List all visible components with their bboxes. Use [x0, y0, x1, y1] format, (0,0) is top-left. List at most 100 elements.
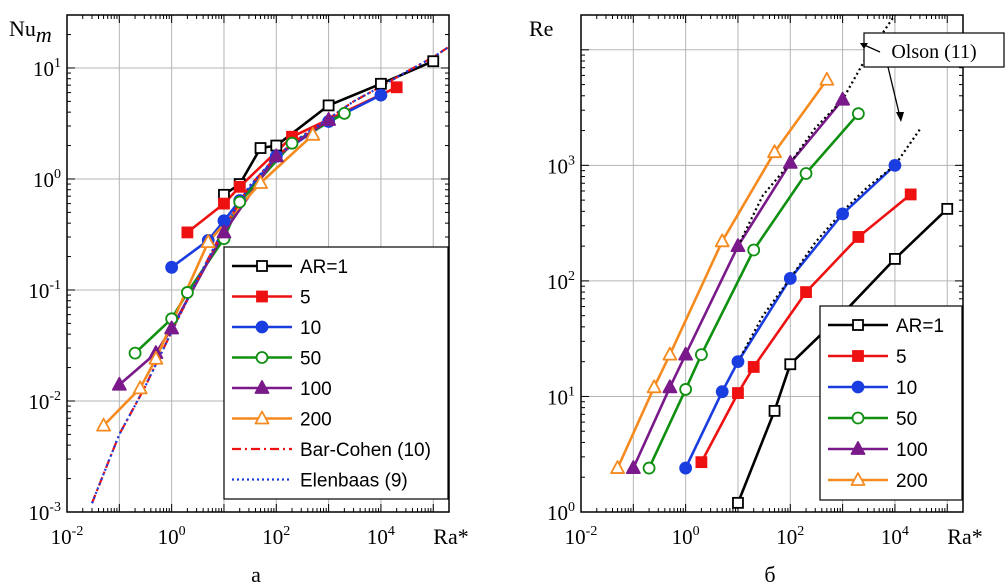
x-tick-label-base: 10: [672, 525, 693, 549]
data-point-s5-5: [819, 71, 835, 86]
legend-item: 200: [828, 471, 928, 492]
series-line-3: [647, 112, 860, 469]
data-point-s5-3: [714, 233, 730, 248]
legend-item: 50: [828, 409, 917, 430]
y-tick-label: 10-3: [28, 500, 61, 525]
annotation-box: [863, 32, 1005, 68]
data-point-s0-4: [322, 99, 335, 112]
series-line-6: [737, 128, 921, 363]
legend-label: 5: [896, 347, 907, 368]
annotation-arrow: [887, 66, 901, 118]
y-axis-label-base: Nu: [9, 16, 36, 41]
data-point-s4-5: [835, 91, 851, 106]
legend-label: AR=1: [300, 257, 348, 278]
y-tick-label: 103: [547, 153, 575, 178]
legend: AR=1 5 10 50 100 200: [819, 305, 963, 501]
y-tick-label: 10-2: [28, 389, 61, 414]
data-point-s3-0: [128, 346, 142, 360]
x-tick-label: 104: [881, 524, 909, 549]
series-line-4: [632, 98, 844, 469]
x-tick-label-base: 10: [158, 525, 179, 549]
data-point-s5-4: [767, 144, 782, 159]
legend-marker: [256, 260, 268, 272]
data-point-s5-2: [148, 350, 164, 365]
data-point-s3-5: [285, 136, 299, 150]
x-tick-label-exp: 0: [179, 524, 186, 539]
y-tick-label-exp: 1: [54, 56, 61, 71]
legend-marker: [254, 410, 270, 425]
panel-label: б: [764, 562, 775, 586]
legend-marker: [852, 319, 864, 331]
plot-area: [610, 15, 954, 509]
data-point-s4-3: [730, 238, 746, 253]
y-tick-label-base: 10: [28, 390, 49, 414]
data-point-s1-3: [800, 286, 812, 298]
y-tick-label-exp: -1: [49, 278, 61, 293]
data-point-s4-0: [625, 460, 641, 474]
legend-box: [223, 246, 449, 500]
data-point-s3-2: [180, 286, 194, 299]
data-point-s2-2: [731, 355, 745, 369]
legend-label: 200: [300, 410, 332, 431]
data-point-s2-5: [888, 158, 902, 172]
legend-marker: [255, 320, 269, 334]
data-point-s0-2: [254, 142, 267, 154]
legend-marker: [850, 441, 866, 455]
data-point-s5-3: [200, 234, 216, 248]
data-point-s0-4: [889, 252, 901, 265]
y-tick-label: 100: [547, 500, 575, 525]
x-tick-label-exp: -2: [586, 524, 598, 539]
legend-label: 50: [300, 349, 321, 370]
data-point-s1-4: [852, 231, 865, 243]
x-tick-label: 102: [776, 524, 804, 549]
y-tick-label-base: 10: [28, 279, 49, 303]
x-tick-label-base: 10: [262, 525, 283, 549]
y-tick-label-exp: 0: [568, 500, 575, 515]
legend-marker: [851, 411, 865, 425]
series-line-2: [684, 164, 896, 469]
legend-marker: [852, 350, 864, 362]
data-point-s5-4: [253, 175, 268, 189]
legend-item: 5: [232, 288, 311, 309]
y-axis-label: Re: [529, 16, 553, 41]
y-tick-label: 100: [33, 167, 61, 192]
y-tick-label-base: 10: [33, 168, 54, 192]
x-tick-label-exp: -2: [72, 524, 84, 539]
data-point-s1-4: [390, 81, 403, 94]
x-tick-label-exp: 0: [693, 524, 700, 539]
x-tick-label: 102: [262, 524, 290, 549]
legend-item: AR=1: [828, 316, 944, 337]
y-tick-label-base: 10: [547, 385, 568, 409]
data-point-s1-2: [233, 180, 246, 193]
data-point-s0-5: [375, 77, 387, 90]
x-tick-label: 100: [672, 524, 700, 549]
data-point-s3-4: [233, 195, 247, 209]
legend-item: 50: [232, 349, 321, 370]
annotation-arrowhead: [860, 43, 868, 49]
legend-box: [819, 305, 963, 501]
y-tick-label-base: 10: [547, 501, 568, 525]
data-point-s1-5: [904, 188, 917, 201]
data-point-s2-0: [679, 461, 693, 475]
x-tick-label-exp: 2: [283, 524, 290, 539]
x-axis-label: Ra*: [433, 524, 468, 549]
data-point-s2-3: [783, 272, 797, 285]
legend-item: 10: [828, 378, 917, 399]
legend-marker: [851, 380, 865, 394]
data-point-s4-2: [678, 346, 694, 361]
data-point-s3-2: [694, 348, 708, 362]
legend-item: 200: [232, 410, 332, 431]
y-tick-label: 102: [547, 269, 575, 294]
y-tick-label-exp: -3: [49, 500, 61, 515]
annotation-label: Olson (11): [891, 41, 976, 63]
data-point-s3-5: [851, 107, 865, 121]
data-point-s4-2: [164, 320, 180, 335]
series-line-1: [700, 193, 912, 463]
data-point-s0-2: [784, 358, 797, 371]
data-point-s1-1: [732, 387, 744, 399]
data-point-s3-0: [642, 461, 656, 475]
legend-label: 200: [896, 471, 928, 492]
x-tick-label-base: 10: [367, 525, 388, 549]
x-tick-label-base: 10: [881, 525, 902, 549]
